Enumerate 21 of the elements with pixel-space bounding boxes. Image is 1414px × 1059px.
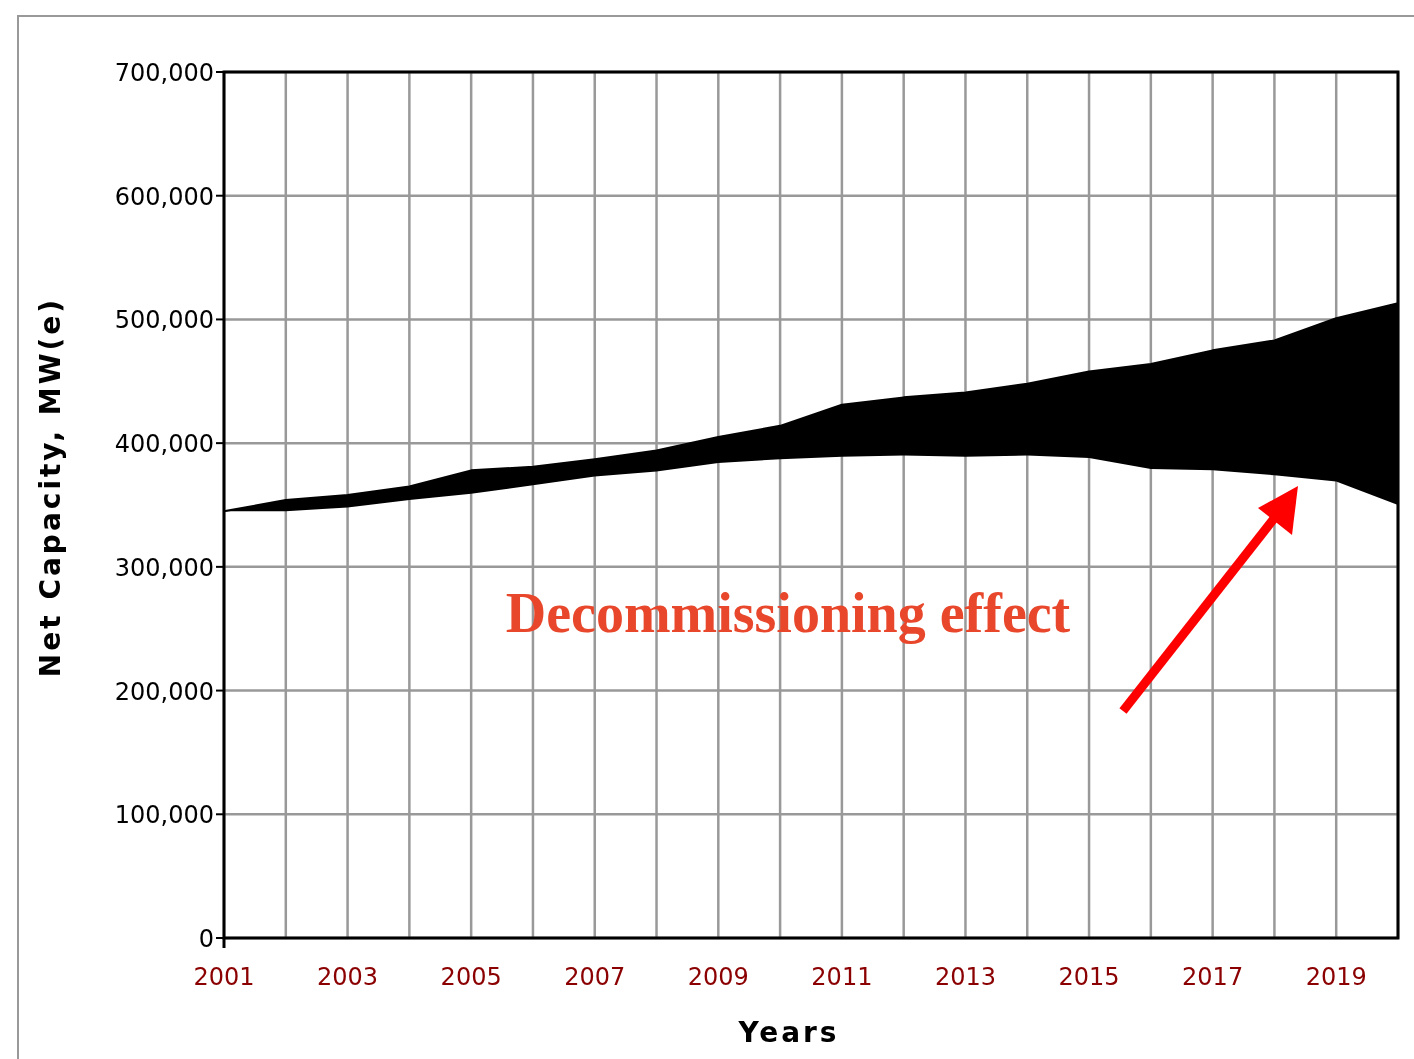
x-tick-label: 2007: [564, 963, 626, 991]
x-tick-label: 2017: [1182, 963, 1244, 991]
x-tick-label: 2013: [934, 963, 997, 991]
y-axis-title: Net Capacity, MW(e): [34, 296, 67, 678]
y-tick-label: 600,000: [114, 182, 214, 211]
x-tick-label: 2015: [1058, 963, 1120, 991]
x-tick-label: 2003: [317, 963, 379, 991]
y-tick-label: 700,000: [114, 59, 214, 87]
y-tick-label: 0: [198, 925, 214, 953]
y-tick-label: 500,000: [114, 306, 214, 335]
annotation: Decommissioning effect: [505, 582, 1071, 644]
y-tick-label: 300,000: [114, 553, 214, 582]
y-tick-label: 400,000: [114, 430, 214, 459]
x-tick-label: 2019: [1305, 963, 1367, 991]
x-axis-title: Years: [737, 1016, 840, 1049]
x-tick-label: 2001: [193, 963, 255, 991]
x-tick-label: 2011: [811, 963, 873, 991]
x-tick-label: 2009: [687, 963, 749, 991]
x-tick-label: 2005: [440, 963, 502, 991]
y-tick-label: 100,000: [114, 801, 214, 830]
y-tick-label: 200,000: [114, 677, 214, 706]
